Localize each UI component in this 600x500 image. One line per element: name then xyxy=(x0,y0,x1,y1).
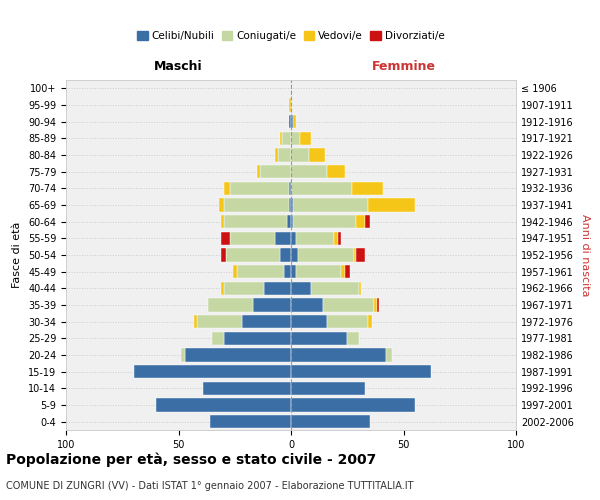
Bar xyxy=(293,215,356,228)
Bar xyxy=(260,165,291,178)
Bar xyxy=(237,265,284,278)
Bar xyxy=(284,265,291,278)
Bar xyxy=(241,315,291,328)
Bar xyxy=(289,115,291,128)
Legend: Celibi/Nubili, Coniugati/e, Vedovi/e, Divorziati/e: Celibi/Nubili, Coniugati/e, Vedovi/e, Di… xyxy=(135,29,447,43)
Bar xyxy=(287,215,291,228)
Bar xyxy=(291,165,327,178)
Bar xyxy=(223,182,230,195)
Bar xyxy=(223,198,289,211)
Text: Femmine: Femmine xyxy=(371,60,436,74)
Bar xyxy=(296,232,334,245)
Bar xyxy=(280,248,291,262)
Bar xyxy=(277,148,291,162)
Bar xyxy=(219,198,223,211)
Bar xyxy=(356,248,365,262)
Bar xyxy=(221,215,223,228)
Bar xyxy=(367,315,372,328)
Bar xyxy=(280,132,282,145)
Bar xyxy=(264,282,291,295)
Bar xyxy=(291,198,293,211)
Bar xyxy=(230,182,289,195)
Bar xyxy=(291,232,296,245)
Bar xyxy=(257,165,260,178)
Text: COMUNE DI ZUNGRI (VV) - Dati ISTAT 1° gennaio 2007 - Elaborazione TUTTITALIA.IT: COMUNE DI ZUNGRI (VV) - Dati ISTAT 1° ge… xyxy=(6,481,413,491)
Bar xyxy=(298,248,354,262)
Bar xyxy=(327,315,367,328)
Bar xyxy=(352,182,383,195)
Bar xyxy=(291,248,298,262)
Bar xyxy=(356,215,365,228)
Bar xyxy=(210,415,291,428)
Bar xyxy=(208,298,253,312)
Bar xyxy=(323,298,374,312)
Bar xyxy=(311,282,359,295)
Bar xyxy=(181,348,185,362)
Bar xyxy=(185,348,291,362)
Bar xyxy=(156,398,291,411)
Text: Popolazione per età, sesso e stato civile - 2007: Popolazione per età, sesso e stato civil… xyxy=(6,452,376,467)
Bar xyxy=(327,165,345,178)
Bar xyxy=(203,382,291,395)
Bar xyxy=(341,265,345,278)
Bar xyxy=(291,415,370,428)
Bar xyxy=(223,332,291,345)
Bar xyxy=(354,248,356,262)
Bar xyxy=(293,115,296,128)
Bar xyxy=(291,282,311,295)
Bar xyxy=(291,348,386,362)
Bar xyxy=(197,315,241,328)
Bar xyxy=(289,98,291,112)
Bar xyxy=(275,232,291,245)
Bar xyxy=(291,215,293,228)
Bar xyxy=(226,248,280,262)
Bar xyxy=(386,348,392,362)
Bar xyxy=(289,198,291,211)
Bar xyxy=(334,232,338,245)
Y-axis label: Anni di nascita: Anni di nascita xyxy=(580,214,590,296)
Bar xyxy=(367,198,415,211)
Bar xyxy=(291,398,415,411)
Bar xyxy=(291,182,352,195)
Bar xyxy=(291,148,309,162)
Bar xyxy=(253,298,291,312)
Bar xyxy=(194,315,197,328)
Bar xyxy=(212,332,223,345)
Bar xyxy=(289,182,291,195)
Bar xyxy=(230,232,275,245)
Bar xyxy=(338,232,341,245)
Bar xyxy=(223,215,287,228)
Bar xyxy=(291,265,296,278)
Bar xyxy=(365,215,370,228)
Y-axis label: Fasce di età: Fasce di età xyxy=(13,222,22,288)
Bar xyxy=(233,265,237,278)
Bar xyxy=(347,332,359,345)
Bar xyxy=(374,298,377,312)
Bar xyxy=(309,148,325,162)
Bar xyxy=(293,198,367,211)
Bar xyxy=(296,265,341,278)
Bar xyxy=(282,132,291,145)
Bar xyxy=(291,315,327,328)
Bar xyxy=(221,248,226,262)
Bar xyxy=(291,365,431,378)
Bar xyxy=(221,282,223,295)
Bar xyxy=(133,365,291,378)
Bar xyxy=(291,115,293,128)
Bar xyxy=(221,232,230,245)
Bar xyxy=(359,282,361,295)
Bar xyxy=(291,298,323,312)
Bar xyxy=(291,382,365,395)
Bar xyxy=(223,282,264,295)
Bar xyxy=(377,298,379,312)
Bar xyxy=(300,132,311,145)
Bar xyxy=(291,132,300,145)
Bar xyxy=(291,332,347,345)
Bar xyxy=(345,265,349,278)
Text: Maschi: Maschi xyxy=(154,60,203,74)
Bar xyxy=(275,148,277,162)
